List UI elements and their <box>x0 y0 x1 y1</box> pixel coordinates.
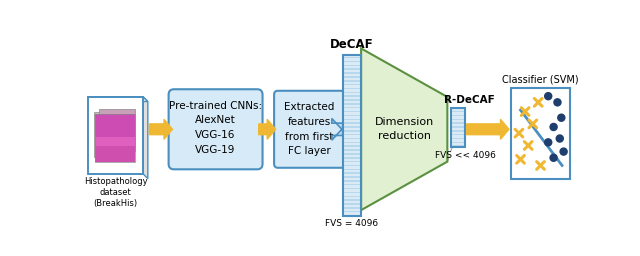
Bar <box>344 112 360 115</box>
Bar <box>452 135 464 138</box>
Bar <box>344 58 360 61</box>
Text: Histopathology
dataset
(BreakHis): Histopathology dataset (BreakHis) <box>84 177 147 208</box>
Bar <box>344 139 360 142</box>
Text: Extracted
features
from first
FC layer: Extracted features from first FC layer <box>284 102 335 156</box>
Bar <box>344 70 360 72</box>
Bar <box>99 109 136 151</box>
Bar <box>344 116 360 119</box>
Polygon shape <box>88 97 148 102</box>
Bar <box>344 205 360 207</box>
Bar <box>344 55 360 57</box>
Polygon shape <box>332 119 342 140</box>
Bar <box>344 201 360 203</box>
Bar <box>452 109 464 111</box>
Bar <box>344 193 360 196</box>
Bar <box>344 66 360 68</box>
Bar <box>452 112 464 115</box>
FancyBboxPatch shape <box>274 91 345 168</box>
Bar <box>452 139 464 142</box>
Circle shape <box>559 147 568 156</box>
Bar <box>452 124 464 126</box>
Text: FVS = 4096: FVS = 4096 <box>325 219 378 228</box>
Bar <box>344 147 360 149</box>
Bar <box>344 178 360 180</box>
Bar <box>451 109 465 147</box>
Circle shape <box>549 123 558 131</box>
Polygon shape <box>467 119 509 139</box>
Bar <box>344 62 360 65</box>
Bar <box>344 78 360 80</box>
Bar <box>452 120 464 122</box>
Bar <box>344 89 360 92</box>
Bar <box>511 89 570 179</box>
Bar <box>344 120 360 122</box>
Bar <box>452 116 464 119</box>
Bar <box>344 162 360 165</box>
Bar <box>344 174 360 176</box>
Bar <box>344 170 360 172</box>
FancyBboxPatch shape <box>168 89 262 169</box>
Bar <box>95 146 136 162</box>
Bar <box>94 112 132 157</box>
Circle shape <box>544 92 552 100</box>
Bar <box>344 97 360 99</box>
Text: Classifier (SVM): Classifier (SVM) <box>502 74 579 85</box>
Bar <box>344 158 360 161</box>
Bar <box>95 114 136 162</box>
Bar <box>452 128 464 130</box>
Bar <box>344 197 360 199</box>
Text: Pre-trained CNNs:
AlexNet
VGG-16
VGG-19: Pre-trained CNNs: AlexNet VGG-16 VGG-19 <box>169 101 262 155</box>
Bar <box>344 166 360 168</box>
Bar <box>95 114 136 162</box>
Bar <box>344 212 360 215</box>
Text: Dimension
reduction: Dimension reduction <box>374 117 434 141</box>
Bar <box>344 105 360 107</box>
Bar <box>344 209 360 211</box>
Bar <box>344 109 360 111</box>
Bar <box>344 93 360 95</box>
Bar <box>344 143 360 145</box>
Bar <box>451 109 465 147</box>
Bar <box>344 151 360 153</box>
Polygon shape <box>361 48 447 210</box>
Text: DeCAF: DeCAF <box>330 38 374 51</box>
Bar <box>344 124 360 126</box>
Bar <box>344 182 360 184</box>
Bar <box>344 101 360 103</box>
Circle shape <box>544 138 552 147</box>
Bar <box>342 55 361 216</box>
Polygon shape <box>149 119 172 139</box>
Text: FVS << 4096: FVS << 4096 <box>435 151 496 160</box>
Bar <box>88 97 143 174</box>
Bar <box>344 128 360 130</box>
Bar <box>344 132 360 134</box>
Circle shape <box>557 113 566 122</box>
Bar <box>344 86 360 88</box>
Bar <box>452 132 464 134</box>
Circle shape <box>553 98 562 106</box>
Bar <box>344 74 360 76</box>
Bar <box>95 114 136 137</box>
Bar <box>452 143 464 145</box>
Polygon shape <box>143 97 148 179</box>
Bar <box>344 189 360 192</box>
Bar <box>342 55 361 216</box>
Bar <box>344 135 360 138</box>
Bar <box>344 186 360 188</box>
Bar <box>344 155 360 157</box>
Bar <box>344 82 360 84</box>
Circle shape <box>549 154 558 162</box>
Text: R-DeCAF: R-DeCAF <box>444 95 495 105</box>
Bar <box>88 97 143 174</box>
Polygon shape <box>259 119 276 139</box>
Circle shape <box>556 134 564 143</box>
